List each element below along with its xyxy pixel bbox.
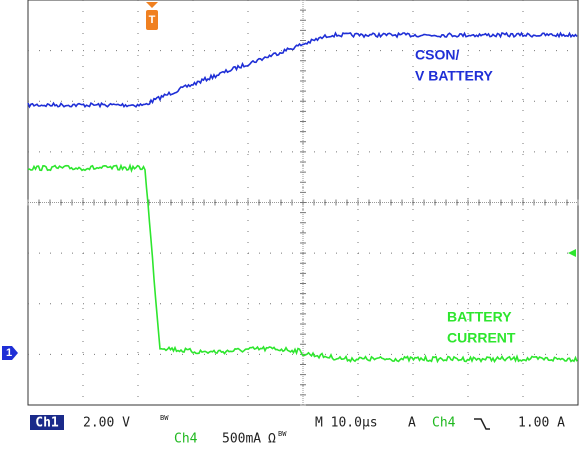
status-text: Ch4 [174,432,198,447]
status-text: 500mA [222,432,261,447]
annotation: CURRENT [447,330,516,346]
trace-ch1 [27,31,578,109]
ch1-badge [30,415,64,430]
status-text: M 10.0µs [315,416,378,431]
trigger-marker: T [146,2,158,30]
status-ch1: Ch1 [35,416,59,431]
status-text: BW [160,414,169,422]
trace-ch4 [27,163,578,364]
status-text: 2.00 V [83,416,130,431]
status-text: A [408,416,416,431]
status-text: 1.00 A [518,416,565,431]
status-text: BW [278,430,287,438]
trigger-label: T [149,14,156,26]
annotation: V BATTERY [415,68,493,84]
channel-marker: 1 [2,346,18,360]
falling-edge-icon [474,418,490,430]
trigger-level-marker [568,249,576,257]
status-text: Ch4 [432,416,456,431]
channel-label: 1 [6,347,12,359]
status-text: Ω [268,432,276,447]
annotation: CSON/ [415,47,459,63]
annotation: BATTERY [447,309,512,325]
